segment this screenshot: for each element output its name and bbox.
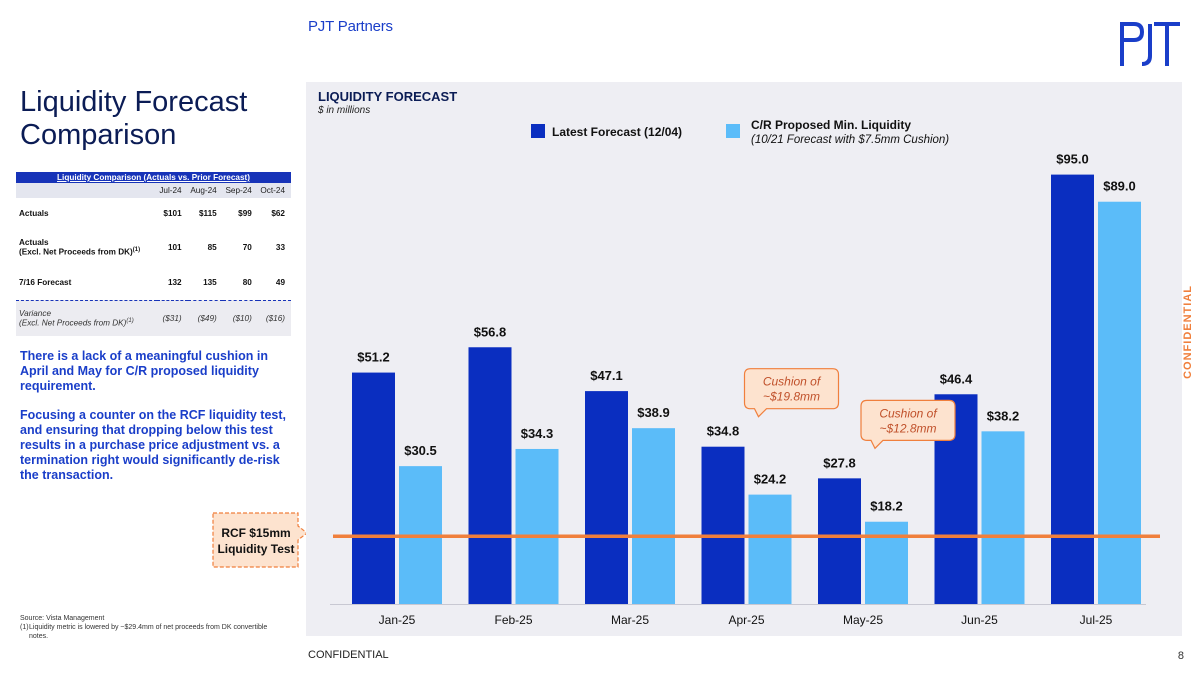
cell: ($10) bbox=[222, 300, 258, 336]
table-column-header-row: Jul-24 Aug-24 Sep-24 Oct-24 bbox=[16, 183, 291, 198]
footer-confidential: CONFIDENTIAL bbox=[308, 649, 389, 661]
data-label-cr-proposed-Feb-25: $34.3 bbox=[521, 426, 554, 441]
rcf-label-line-2: Liquidity Test bbox=[217, 542, 294, 556]
pjt-logo-icon bbox=[1120, 22, 1180, 66]
chart-subtitle: $ in millions bbox=[318, 105, 371, 116]
legend-sublabel-cr-proposed: (10/21 Forecast with $7.5mm Cushion) bbox=[751, 134, 949, 146]
bar-cr-proposed-Feb-25 bbox=[515, 448, 559, 604]
x-tick-label-Apr-25: Apr-25 bbox=[728, 613, 764, 627]
column-header: Sep-24 bbox=[222, 183, 258, 198]
row-label: Actuals (Excl. Net Proceeds from DK)(1) bbox=[19, 237, 141, 257]
data-label-latest-forecast-Jun-25: $46.4 bbox=[940, 371, 973, 386]
title-line-1: Liquidity Forecast bbox=[20, 86, 248, 118]
bar-latest-forecast-Jul-25 bbox=[1051, 174, 1094, 604]
footnote-continued: notes. bbox=[29, 633, 49, 640]
table-row: 7/16 Forecast 132 135 80 49 bbox=[16, 266, 291, 301]
data-label-latest-forecast-May-25: $27.8 bbox=[823, 455, 856, 470]
confidential-side-label: CONFIDENTIAL bbox=[1182, 285, 1194, 379]
data-label-cr-proposed-Jul-25: $89.0 bbox=[1103, 179, 1136, 194]
cell: 132 bbox=[156, 266, 188, 301]
data-label-cr-proposed-May-25: $18.2 bbox=[870, 499, 903, 514]
column-header: Aug-24 bbox=[187, 183, 223, 198]
data-label-latest-forecast-Jan-25: $51.2 bbox=[357, 350, 390, 365]
data-label-cr-proposed-Mar-25: $38.9 bbox=[637, 405, 670, 420]
cell: $101 bbox=[163, 208, 182, 218]
data-label-latest-forecast-Jul-25: $95.0 bbox=[1056, 152, 1089, 167]
brand-name: PJT Partners bbox=[308, 18, 393, 35]
bar-cr-proposed-Jul-25 bbox=[1098, 201, 1141, 604]
x-tick-label-Jul-25: Jul-25 bbox=[1080, 613, 1113, 627]
legend-swatch-latest-forecast bbox=[531, 124, 545, 138]
cell: 70 bbox=[242, 242, 252, 252]
bar-latest-forecast-Apr-25 bbox=[701, 446, 745, 604]
bar-latest-forecast-Jan-25 bbox=[352, 372, 395, 604]
data-label-cr-proposed-Jan-25: $30.5 bbox=[404, 443, 437, 458]
cushion-callout-line-1-May-25: Cushion of bbox=[879, 406, 938, 420]
bar-latest-forecast-Feb-25 bbox=[468, 347, 512, 604]
cell: $62 bbox=[271, 208, 285, 218]
data-label-cr-proposed-Jun-25: $38.2 bbox=[987, 408, 1020, 423]
cell: 80 bbox=[222, 266, 258, 301]
source-footnote: Source: Vista Management (1)Liquidity me… bbox=[20, 614, 305, 641]
x-tick-label-Feb-25: Feb-25 bbox=[494, 613, 532, 627]
x-tick-label-Mar-25: Mar-25 bbox=[611, 613, 649, 627]
bar-latest-forecast-Mar-25 bbox=[585, 391, 628, 604]
page-title: Liquidity Forecast Comparison bbox=[20, 86, 247, 152]
cell: 49 bbox=[257, 266, 291, 301]
source-line: Source: Vista Management bbox=[20, 615, 105, 622]
bar-cr-proposed-May-25 bbox=[865, 521, 908, 604]
bar-cr-proposed-Apr-25 bbox=[748, 494, 792, 604]
bar-latest-forecast-May-25 bbox=[818, 478, 861, 604]
legend-swatch-cr-proposed bbox=[726, 124, 740, 138]
cell: $115 bbox=[198, 208, 217, 218]
data-label-latest-forecast-Feb-25: $56.8 bbox=[474, 324, 507, 339]
rcf-liquidity-test-callout: RCF $15mm Liquidity Test bbox=[212, 512, 308, 568]
cell: ($16) bbox=[257, 300, 291, 336]
cushion-callout-line-2-Apr-25: ~$19.8mm bbox=[763, 390, 820, 404]
row-label: Actuals bbox=[19, 208, 49, 218]
cushion-callout-line-2-May-25: ~$12.8mm bbox=[879, 421, 936, 435]
table-row: Variance (Excl. Net Proceeds from DK)(1)… bbox=[16, 300, 291, 336]
bar-cr-proposed-Mar-25 bbox=[632, 428, 675, 604]
cushion-callout-line-1-Apr-25: Cushion of bbox=[763, 375, 822, 389]
cushion-callout-May-25 bbox=[860, 399, 956, 450]
cell: $99 bbox=[238, 208, 252, 218]
title-line-2: Comparison bbox=[20, 119, 177, 151]
table-row: Actuals (Excl. Net Proceeds from DK)(1) … bbox=[16, 228, 291, 266]
liquidity-forecast-chart: Latest Forecast (12/04) C/R Proposed Min.… bbox=[306, 82, 1182, 636]
page-number: 8 bbox=[1177, 650, 1184, 662]
x-tick-label-Jan-25: Jan-25 bbox=[379, 613, 416, 627]
rcf-label-line-1: RCF $15mm bbox=[221, 526, 290, 540]
chart-title: LIQUIDITY FORECAST bbox=[318, 89, 458, 104]
liquidity-comparison-table: Liquidity Comparison (Actuals vs. Prior … bbox=[16, 172, 291, 336]
column-header: Jul-24 bbox=[156, 183, 188, 198]
row-label: Variance (Excl. Net Proceeds from DK)(1) bbox=[16, 300, 157, 336]
cell: 33 bbox=[275, 242, 285, 252]
table-heading: Liquidity Comparison (Actuals vs. Prior … bbox=[16, 172, 291, 183]
note-paragraph: There is a lack of a meaningful cushion … bbox=[20, 349, 268, 393]
cushion-callout-Apr-25 bbox=[743, 368, 840, 418]
cell: ($31) bbox=[156, 300, 188, 336]
cell: 85 bbox=[207, 242, 217, 252]
cell: 135 bbox=[187, 266, 223, 301]
key-takeaways: There is a lack of a meaningful cushion … bbox=[20, 349, 295, 483]
x-tick-label-May-25: May-25 bbox=[843, 613, 883, 627]
data-label-latest-forecast-Apr-25: $34.8 bbox=[707, 424, 740, 439]
row-label: 7/16 Forecast bbox=[16, 266, 157, 301]
column-header: Oct-24 bbox=[257, 183, 291, 198]
data-label-latest-forecast-Mar-25: $47.1 bbox=[590, 368, 623, 383]
cell: ($49) bbox=[187, 300, 223, 336]
chart-canvas: Latest Forecast (12/04) C/R Proposed Min.… bbox=[330, 118, 1160, 627]
footnote-line: (1)Liquidity metric is lowered by ~$29.4… bbox=[20, 624, 268, 631]
data-label-cr-proposed-Apr-25: $24.2 bbox=[754, 472, 787, 487]
x-tick-label-Jun-25: Jun-25 bbox=[961, 613, 998, 627]
legend-label-cr-proposed: C/R Proposed Min. Liquidity bbox=[751, 118, 911, 132]
legend-label-latest-forecast: Latest Forecast (12/04) bbox=[552, 125, 682, 139]
cell: 101 bbox=[167, 242, 182, 252]
table-row: Actuals $101 $115 $99 $62 bbox=[16, 198, 291, 228]
bar-cr-proposed-Jun-25 bbox=[981, 431, 1025, 604]
note-paragraph: Focusing a counter on the RCF liquidity … bbox=[20, 408, 286, 482]
